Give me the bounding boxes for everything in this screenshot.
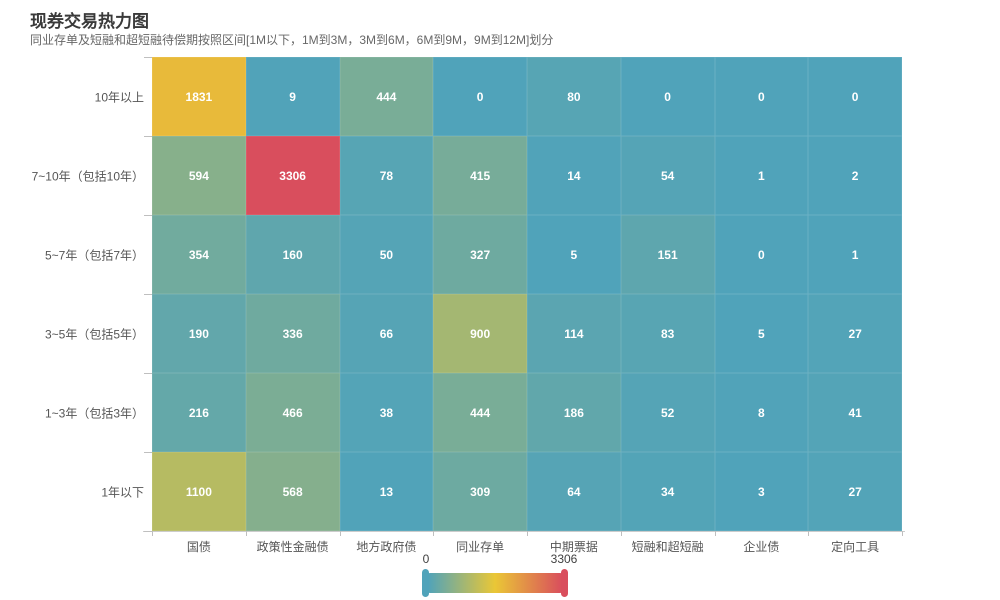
heatmap-cell[interactable]: 594 (152, 136, 246, 215)
x-axis-line (143, 531, 905, 532)
heatmap-cell[interactable]: 3 (714, 452, 809, 531)
heatmap-cell[interactable]: 327 (433, 215, 527, 294)
heatmap-cell[interactable]: 114 (527, 294, 621, 373)
heatmap-cell[interactable]: 38 (339, 373, 434, 452)
x-axis-label: 同业存单 (456, 540, 505, 554)
y-axis-tick (144, 531, 152, 532)
heatmap-cell[interactable]: 354 (152, 215, 246, 294)
heatmap-cell[interactable]: 9 (245, 57, 340, 136)
heatmap-cell[interactable]: 336 (245, 294, 340, 373)
heatmap-cell[interactable]: 466 (245, 373, 340, 452)
x-axis-label: 短融和超短融 (631, 540, 704, 554)
heatmap-cell[interactable]: 34 (620, 452, 715, 531)
y-axis-tick (144, 452, 152, 453)
y-axis-label: 1年以下 (101, 485, 144, 499)
heatmap-cell[interactable]: 0 (620, 57, 715, 136)
x-axis: 国债 政策性金融债 地方政府债 同业存单 中期票据 短融和超短融 企业债 定向工具 (152, 538, 902, 554)
x-axis-tick (714, 531, 716, 536)
heatmap-cell[interactable]: 151 (620, 215, 715, 294)
y-axis-tick (144, 57, 152, 58)
heatmap-cell[interactable]: 216 (152, 373, 246, 452)
heatmap-cell[interactable]: 0 (714, 215, 809, 294)
visualmap-handle-min[interactable] (422, 569, 429, 597)
heatmap-cell[interactable]: 1100 (152, 452, 246, 531)
visualmap-handle-max[interactable] (561, 569, 568, 597)
heatmap-cell[interactable]: 5 (527, 215, 621, 294)
y-axis-tick (144, 294, 152, 295)
y-axis-tick (144, 215, 152, 216)
heatmap-cell[interactable]: 80 (527, 57, 621, 136)
y-axis: 10年以上 7~10年（包括10年） 5~7年（包括7年） 3~5年（包括5年） 1~3… (0, 57, 144, 531)
chart-title: 现券交易热力图 (30, 12, 149, 31)
heatmap-cell[interactable]: 27 (808, 294, 902, 373)
x-axis-tick (339, 531, 341, 536)
x-axis-label: 定向工具 (831, 540, 880, 554)
heatmap-cell[interactable]: 0 (808, 57, 902, 136)
x-axis-label: 企业债 (743, 540, 780, 554)
heatmap-cell[interactable]: 52 (620, 373, 715, 452)
heatmap-cell[interactable]: 8 (714, 373, 809, 452)
heatmap-cell[interactable]: 415 (433, 136, 527, 215)
y-axis-label: 7~10年（包括10年） (31, 169, 144, 183)
heatmap-cell[interactable]: 83 (620, 294, 715, 373)
y-axis-label: 10年以上 (94, 90, 144, 104)
x-axis-tick (433, 531, 435, 536)
heatmap-cell[interactable]: 186 (527, 373, 621, 452)
heatmap-cell[interactable]: 27 (808, 452, 902, 531)
heatmap-cell[interactable]: 444 (433, 373, 527, 452)
y-axis-tick (144, 136, 152, 137)
heatmap-cell[interactable]: 41 (808, 373, 902, 452)
y-axis-label: 5~7年（包括7年） (44, 248, 144, 262)
heatmap-cell[interactable]: 1 (714, 136, 809, 215)
y-axis-label: 1~3年（包括3年） (44, 406, 144, 420)
heatmap-grid: 1831 9 444 0 80 0 0 0 594 3306 78 415 14 54 1 2 354 160 50… (152, 57, 902, 531)
x-axis-label: 中期票据 (549, 540, 598, 554)
heatmap-cell[interactable]: 13 (339, 452, 434, 531)
y-axis-tick (144, 373, 152, 374)
visualmap-gradient-bar[interactable] (428, 573, 562, 593)
heatmap-cell[interactable]: 1 (808, 215, 902, 294)
heatmap-cell[interactable]: 0 (714, 57, 809, 136)
heatmap-cell[interactable]: 2 (808, 136, 902, 215)
x-axis-label: 政策性金融债 (256, 540, 329, 554)
heatmap-cell[interactable]: 78 (339, 136, 434, 215)
heatmap-cell[interactable]: 3306 (245, 136, 340, 215)
heatmap-cell[interactable]: 66 (339, 294, 434, 373)
heatmap-cell[interactable]: 160 (245, 215, 340, 294)
heatmap-cell[interactable]: 54 (620, 136, 715, 215)
heatmap-cell[interactable]: 64 (527, 452, 621, 531)
chart-subtitle: 同业存单及短融和超短融待偿期按照区间[1M以下，1M到3M，3M到6M，6M到9… (30, 33, 554, 47)
x-axis-tick (902, 531, 903, 536)
x-axis-tick (527, 531, 528, 536)
heatmap-cell[interactable]: 0 (433, 57, 527, 136)
x-axis-label: 地方政府债 (356, 540, 417, 554)
heatmap-cell[interactable]: 14 (527, 136, 621, 215)
x-axis-tick (808, 531, 810, 536)
heatmap-cell[interactable]: 568 (245, 452, 340, 531)
heatmap-cell[interactable]: 5 (714, 294, 809, 373)
heatmap-cell[interactable]: 190 (152, 294, 246, 373)
x-axis-tick (620, 531, 622, 536)
visualmap-min-label: 0 (422, 552, 430, 566)
heatmap-cell[interactable]: 50 (339, 215, 434, 294)
heatmap-cell[interactable]: 1831 (152, 57, 246, 136)
heatmap-cell[interactable]: 444 (339, 57, 434, 136)
heatmap-cell[interactable]: 309 (433, 452, 527, 531)
x-axis-label: 国债 (186, 540, 211, 554)
x-axis-tick (245, 531, 247, 536)
heatmap-cell[interactable]: 900 (433, 294, 527, 373)
y-axis-label: 3~5年（包括5年） (44, 327, 144, 341)
x-axis-tick (152, 531, 153, 536)
